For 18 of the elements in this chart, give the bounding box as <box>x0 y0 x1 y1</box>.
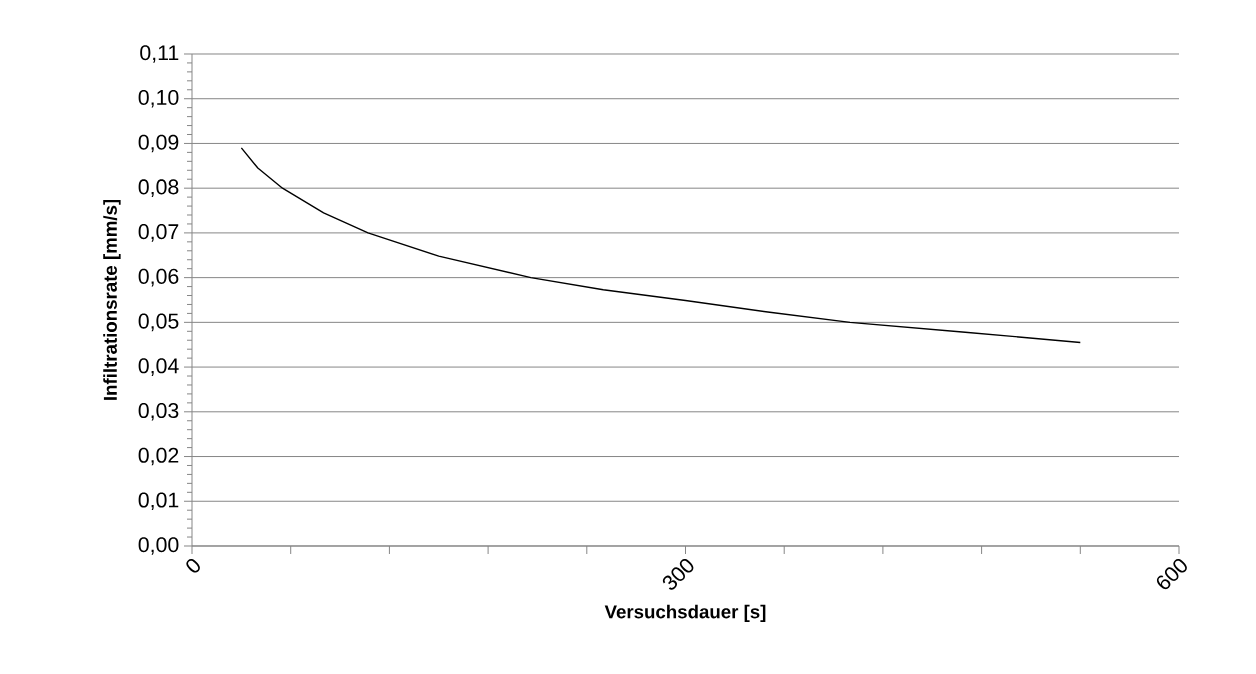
y-tick-label: 0,11 <box>140 45 179 63</box>
y-axis-title: Infiltrationsrate [mm/s] <box>103 199 121 400</box>
y-tick-label: 0,06 <box>138 268 179 287</box>
x-axis-title: Versuchsdauer [s] <box>604 604 766 623</box>
line-series <box>240 147 1081 344</box>
y-tick-label: 0,01 <box>138 492 179 511</box>
y-tick-label: 0,02 <box>138 447 179 466</box>
x-tick-label: 600 <box>1156 558 1187 590</box>
y-tick-label: 0,03 <box>138 403 179 421</box>
x-tick-label: 0 <box>186 558 200 573</box>
y-tick-label: 0,08 <box>138 179 179 197</box>
y-tick-label: 0,10 <box>138 89 179 108</box>
y-tick-label: 0,07 <box>138 224 179 242</box>
y-tick-label: 0,09 <box>138 134 179 153</box>
y-tick-label: 0,04 <box>138 358 179 376</box>
y-tick-label: 0,05 <box>138 313 179 332</box>
x-tick-label: 300 <box>662 558 694 590</box>
y-tick-label: 0,00 <box>138 537 179 555</box>
